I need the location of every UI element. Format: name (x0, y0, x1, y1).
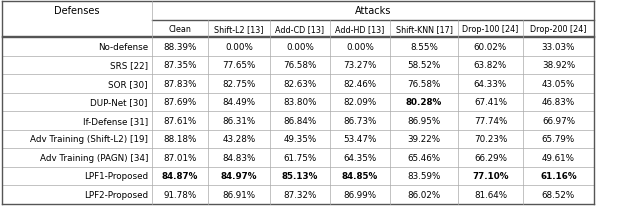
Text: Shift-L2 [13]: Shift-L2 [13] (214, 25, 264, 34)
Text: Attacks: Attacks (355, 6, 391, 16)
Text: DUP-Net [30]: DUP-Net [30] (90, 98, 148, 107)
Text: 63.82%: 63.82% (474, 61, 507, 70)
Text: 8.55%: 8.55% (410, 43, 438, 52)
Text: 82.63%: 82.63% (284, 79, 317, 88)
Bar (2, 130, 594, 148)
Text: 60.02%: 60.02% (474, 43, 507, 52)
Text: 43.28%: 43.28% (222, 135, 255, 144)
Text: 73.27%: 73.27% (343, 61, 377, 70)
Bar (2, 38, 594, 56)
Text: 82.75%: 82.75% (222, 79, 256, 88)
Text: 76.58%: 76.58% (407, 79, 441, 88)
Text: SOR [30]: SOR [30] (108, 79, 148, 88)
Text: 88.39%: 88.39% (163, 43, 196, 52)
Text: 0.00%: 0.00% (225, 43, 253, 52)
Text: LPF1-Proposed: LPF1-Proposed (84, 171, 148, 180)
Bar (2, 111, 594, 130)
Text: Defenses: Defenses (54, 6, 100, 16)
Text: 86.02%: 86.02% (408, 190, 440, 199)
Text: 68.52%: 68.52% (542, 190, 575, 199)
Text: 77.74%: 77.74% (474, 116, 507, 125)
Text: 82.09%: 82.09% (344, 98, 376, 107)
Text: 85.13%: 85.13% (282, 171, 318, 180)
Text: 49.35%: 49.35% (284, 135, 317, 144)
Text: 76.58%: 76.58% (284, 61, 317, 70)
Text: Adv Training (Shift-L2) [19]: Adv Training (Shift-L2) [19] (30, 135, 148, 144)
Text: 64.33%: 64.33% (474, 79, 507, 88)
Text: 46.83%: 46.83% (542, 98, 575, 107)
Text: 91.78%: 91.78% (163, 190, 196, 199)
Text: Add-CD [13]: Add-CD [13] (275, 25, 324, 34)
Text: SRS [22]: SRS [22] (110, 61, 148, 70)
Text: 33.03%: 33.03% (541, 43, 575, 52)
Bar (2, 148, 594, 167)
Text: 39.22%: 39.22% (408, 135, 440, 144)
Text: Clean: Clean (168, 25, 191, 34)
Bar (2, 93, 594, 111)
Text: 64.35%: 64.35% (344, 153, 376, 162)
Text: 86.73%: 86.73% (343, 116, 377, 125)
Text: Shift-KNN [17]: Shift-KNN [17] (396, 25, 452, 34)
Text: 49.61%: 49.61% (542, 153, 575, 162)
Text: 84.85%: 84.85% (342, 171, 378, 180)
Text: 43.05%: 43.05% (542, 79, 575, 88)
Text: Drop-100 [24]: Drop-100 [24] (462, 25, 518, 34)
Text: 87.01%: 87.01% (163, 153, 196, 162)
Text: 81.64%: 81.64% (474, 190, 507, 199)
Bar (2, 56, 594, 75)
Text: 65.79%: 65.79% (542, 135, 575, 144)
Bar (2, 167, 594, 185)
Text: 86.84%: 86.84% (284, 116, 317, 125)
Text: 77.65%: 77.65% (222, 61, 256, 70)
Text: 0.00%: 0.00% (286, 43, 314, 52)
Text: 83.59%: 83.59% (407, 171, 441, 180)
Bar (2, 75, 594, 93)
Bar (2, 185, 594, 204)
Text: 87.35%: 87.35% (163, 61, 196, 70)
Text: 82.46%: 82.46% (344, 79, 376, 88)
Text: 61.16%: 61.16% (540, 171, 577, 180)
Text: 53.47%: 53.47% (343, 135, 377, 144)
Bar (2, 21, 594, 38)
Text: 87.69%: 87.69% (163, 98, 196, 107)
Text: 80.28%: 80.28% (406, 98, 442, 107)
Text: LPF2-Proposed: LPF2-Proposed (84, 190, 148, 199)
Text: 58.52%: 58.52% (407, 61, 441, 70)
Text: 0.00%: 0.00% (346, 43, 374, 52)
Text: 87.83%: 87.83% (163, 79, 196, 88)
Text: 66.97%: 66.97% (542, 116, 575, 125)
Text: 67.41%: 67.41% (474, 98, 507, 107)
Text: 84.97%: 84.97% (221, 171, 257, 180)
Text: 84.83%: 84.83% (222, 153, 256, 162)
Text: 84.87%: 84.87% (162, 171, 198, 180)
Text: 86.95%: 86.95% (408, 116, 440, 125)
Text: 87.61%: 87.61% (163, 116, 196, 125)
Text: Add-HD [13]: Add-HD [13] (335, 25, 385, 34)
Text: Drop-200 [24]: Drop-200 [24] (531, 25, 587, 34)
Text: No-defense: No-defense (98, 43, 148, 52)
Text: 86.31%: 86.31% (222, 116, 255, 125)
Text: 86.91%: 86.91% (223, 190, 255, 199)
Text: 66.29%: 66.29% (474, 153, 507, 162)
Text: 38.92%: 38.92% (542, 61, 575, 70)
Text: 84.49%: 84.49% (223, 98, 255, 107)
Text: 70.23%: 70.23% (474, 135, 507, 144)
Text: 88.18%: 88.18% (163, 135, 196, 144)
Bar (2, 2, 594, 21)
Text: 86.99%: 86.99% (344, 190, 376, 199)
Text: If-Defense [31]: If-Defense [31] (83, 116, 148, 125)
Text: 77.10%: 77.10% (472, 171, 509, 180)
Text: 61.75%: 61.75% (284, 153, 317, 162)
Text: Adv Training (PAGN) [34]: Adv Training (PAGN) [34] (40, 153, 148, 162)
Text: 83.80%: 83.80% (284, 98, 317, 107)
Text: 65.46%: 65.46% (408, 153, 440, 162)
Text: 87.32%: 87.32% (284, 190, 317, 199)
